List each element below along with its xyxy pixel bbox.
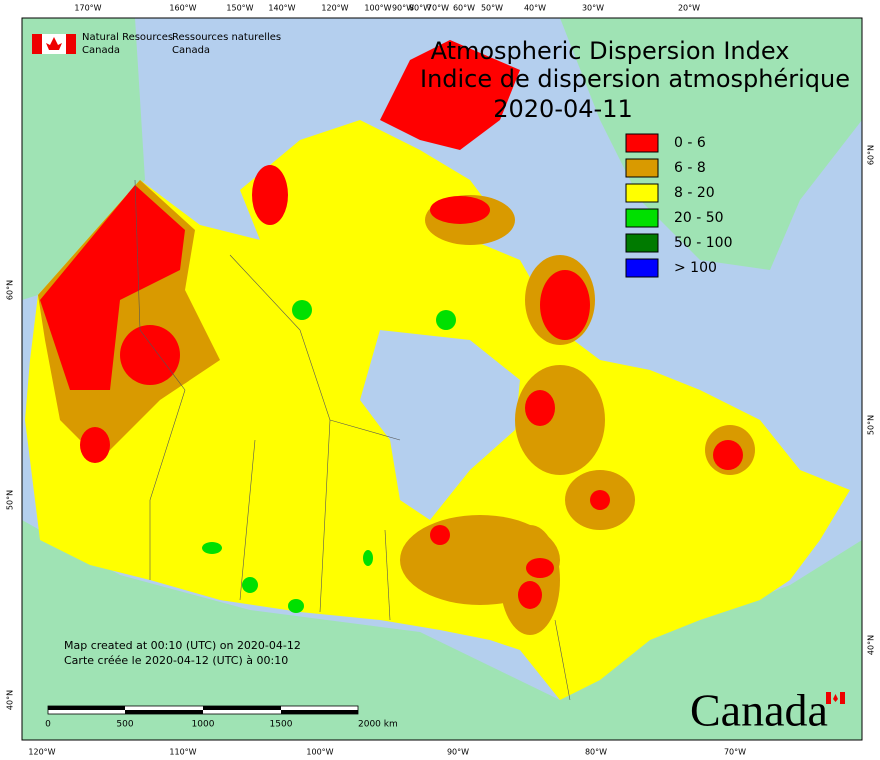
- frame: [21, 17, 863, 741]
- scale-label: 2000 km: [358, 720, 398, 730]
- united-states: [22, 520, 862, 740]
- lon-label: 110°W: [169, 748, 196, 757]
- ellesmere: [380, 40, 520, 150]
- red-area: [40, 185, 185, 390]
- lat-label: 60°N: [867, 145, 876, 165]
- org-fr: Canada: [172, 45, 210, 56]
- legend-swatch: [625, 133, 659, 153]
- lon-label: 40°W: [524, 4, 546, 13]
- lon-label: 160°W: [169, 4, 196, 13]
- lon-label: 120°W: [28, 748, 55, 757]
- alaska: [22, 18, 145, 300]
- flag: [32, 34, 76, 54]
- legend-swatch: [625, 233, 659, 253]
- legend-label: 20 - 50: [674, 210, 724, 226]
- lon-label: 20°W: [678, 4, 700, 13]
- lon-label: 170°W: [74, 4, 101, 13]
- wordmark: Canada: [690, 685, 828, 736]
- lon-label: 50°W: [481, 4, 503, 13]
- date: 2020-04-11: [493, 95, 632, 123]
- scale-label: 1000: [192, 720, 215, 730]
- scale-label: 0: [45, 720, 51, 730]
- legend-label: 50 - 100: [674, 235, 733, 251]
- greenland: [560, 18, 862, 270]
- red-zones: [80, 165, 743, 609]
- lon-label: 70°W: [427, 4, 449, 13]
- wordmark-flag: [826, 692, 845, 704]
- legend-label: 0 - 6: [674, 135, 706, 151]
- org-en: Canada: [82, 45, 120, 56]
- title: Atmospheric Dispersion Index: [431, 37, 790, 65]
- lon-label: 90°W: [447, 748, 469, 757]
- hudson-bay: [360, 330, 520, 520]
- legend-swatch: [625, 208, 659, 228]
- scale-label: 500: [116, 720, 133, 730]
- lon-label: 150°W: [226, 4, 253, 13]
- org-fr: Ressources naturelles: [172, 32, 281, 43]
- lon-label: 90°W: [392, 4, 414, 13]
- lon-label: 140°W: [268, 4, 295, 13]
- green-zones: [202, 300, 456, 613]
- lat-label: 40°N: [6, 690, 15, 710]
- lon-label: 60°W: [453, 4, 475, 13]
- borders: [134, 179, 571, 701]
- legend-label: 6 - 8: [674, 160, 706, 176]
- legend-swatch: [625, 158, 659, 178]
- title: Indice de dispersion atmosphérique: [420, 65, 850, 93]
- lon-label: 100°W: [364, 4, 391, 13]
- lon-label: 70°W: [724, 748, 746, 757]
- lon-label: 120°W: [321, 4, 348, 13]
- lon-label: 80°W: [585, 748, 607, 757]
- lon-label: 30°W: [582, 4, 604, 13]
- scale-bar: [47, 705, 359, 715]
- lon-label: 80°W: [409, 4, 431, 13]
- legend-label: 8 - 20: [674, 185, 715, 201]
- legend-swatch: [625, 183, 659, 203]
- lat-label: 50°N: [867, 415, 876, 435]
- lat-label: 50°N: [6, 490, 15, 510]
- org-en: Natural Resources: [82, 32, 173, 43]
- map-note: Map created at 00:10 (UTC) on 2020-04-12: [64, 639, 301, 652]
- map-note: Carte créée le 2020-04-12 (UTC) à 00:10: [64, 654, 288, 667]
- lat-label: 40°N: [867, 635, 876, 655]
- legend-swatch: [625, 258, 659, 278]
- lat-label: 60°N: [6, 280, 15, 300]
- scale-label: 1500: [270, 720, 293, 730]
- lon-label: 100°W: [306, 748, 333, 757]
- legend-label: > 100: [674, 260, 717, 276]
